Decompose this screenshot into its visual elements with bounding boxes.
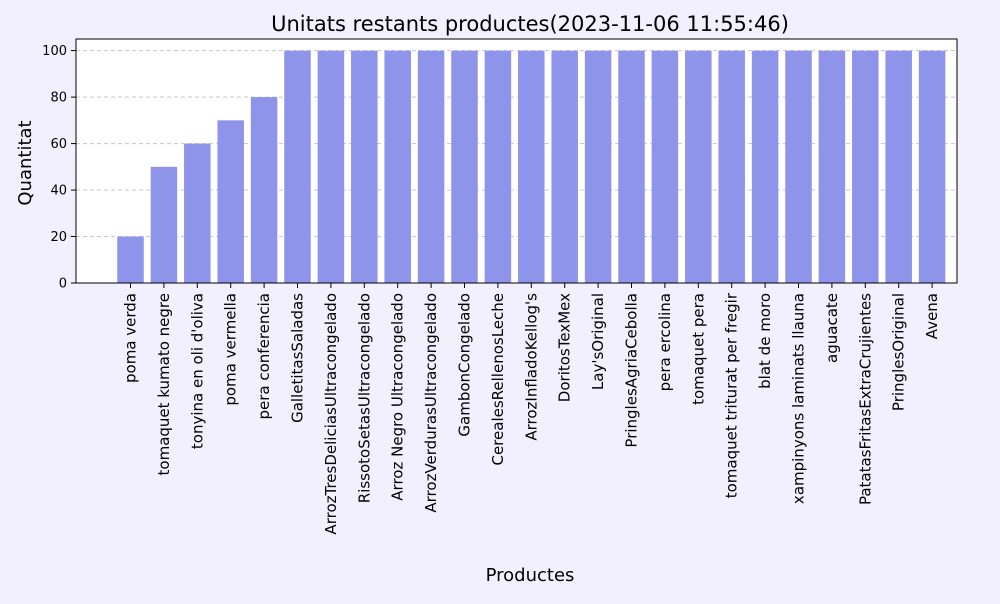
y-axis-label: Quantitat: [15, 120, 36, 205]
bar: [351, 50, 378, 283]
chart-title: Unitats restants productes(2023-11-06 11…: [271, 12, 789, 36]
x-tick-label: Avena: [923, 293, 941, 339]
x-tick-label: DoritosTexMex: [556, 293, 574, 402]
bar: [718, 50, 745, 283]
x-tick-label: poma vermella: [222, 293, 240, 406]
bar: [852, 50, 879, 283]
x-tick-label: PatatasFritasExtraCrujientes: [856, 293, 874, 505]
y-tick-label: 80: [50, 91, 67, 106]
x-tick-label: xampinyons laminats llauna: [790, 293, 808, 504]
bar: [384, 50, 411, 283]
bar: [417, 50, 445, 283]
plot-frame: [75, 38, 958, 284]
y-tick-label: 20: [50, 230, 67, 245]
x-tick-label: RissotoSetasUltracongelado: [355, 293, 373, 503]
bar: [217, 120, 244, 283]
bar: [785, 50, 812, 283]
x-tick-label: Lay'sOriginal: [589, 293, 607, 390]
x-tick-label: blat de moro: [756, 293, 774, 389]
bar: [618, 50, 645, 283]
x-tick-label: tomaquet triturat per fregir: [723, 292, 741, 498]
bar: [518, 50, 545, 283]
bar: [818, 50, 846, 283]
bar: [751, 50, 779, 283]
y-tick-label: 0: [59, 277, 67, 292]
x-tick-label: poma verda: [122, 293, 140, 383]
y-tick-label: 60: [50, 137, 67, 152]
x-tick-label: PringlesAgriaCebolla: [623, 293, 641, 448]
x-axis-label: Productes: [486, 565, 575, 586]
y-axis-ticks: 0 20 40 60 80 100: [42, 44, 76, 292]
x-tick-label: CerealesRellenosLeche: [489, 293, 507, 466]
bar: [284, 50, 311, 283]
x-tick-label: ArrozVerdurasUltracongelado: [422, 293, 440, 513]
x-tick-label: GambonCongelado: [456, 293, 474, 437]
x-tick-label: tomaquet pera: [689, 293, 707, 405]
bar: [150, 166, 178, 283]
bar: [184, 143, 211, 283]
x-tick-label: pera ercolina: [656, 293, 674, 391]
x-tick-label: Arroz Negro Ultracongelado: [389, 293, 407, 501]
bar: [918, 50, 946, 283]
bar: [451, 50, 478, 283]
bar: [651, 50, 679, 283]
bar: [685, 50, 712, 283]
bar: [117, 236, 144, 283]
x-tick-label: aguacate: [823, 293, 841, 363]
bar: [317, 50, 345, 283]
x-tick-label: PringlesOriginal: [890, 293, 908, 411]
bars: [117, 50, 946, 283]
x-tick-label: tonyina en oli d'oliva: [188, 293, 206, 449]
x-tick-label: tomaquet kumato negre: [155, 293, 173, 475]
bar: [885, 50, 912, 283]
x-tick-label: ArrozInfladoKellog's: [522, 293, 540, 441]
x-tick-label: pera conferencia: [255, 293, 273, 420]
y-tick-label: 40: [50, 184, 67, 199]
bar: [250, 97, 278, 283]
x-tick-label: GalletitasSaladas: [289, 293, 307, 423]
bar: [584, 50, 612, 283]
x-tick-label: ArrozTresDeliciasUltracongelado: [322, 293, 340, 535]
y-tick-label: 100: [42, 44, 67, 59]
bar: [551, 50, 578, 283]
x-axis-ticks: poma verda tomaquet kumato negre tonyina e…: [122, 283, 941, 535]
bar: [484, 50, 512, 283]
